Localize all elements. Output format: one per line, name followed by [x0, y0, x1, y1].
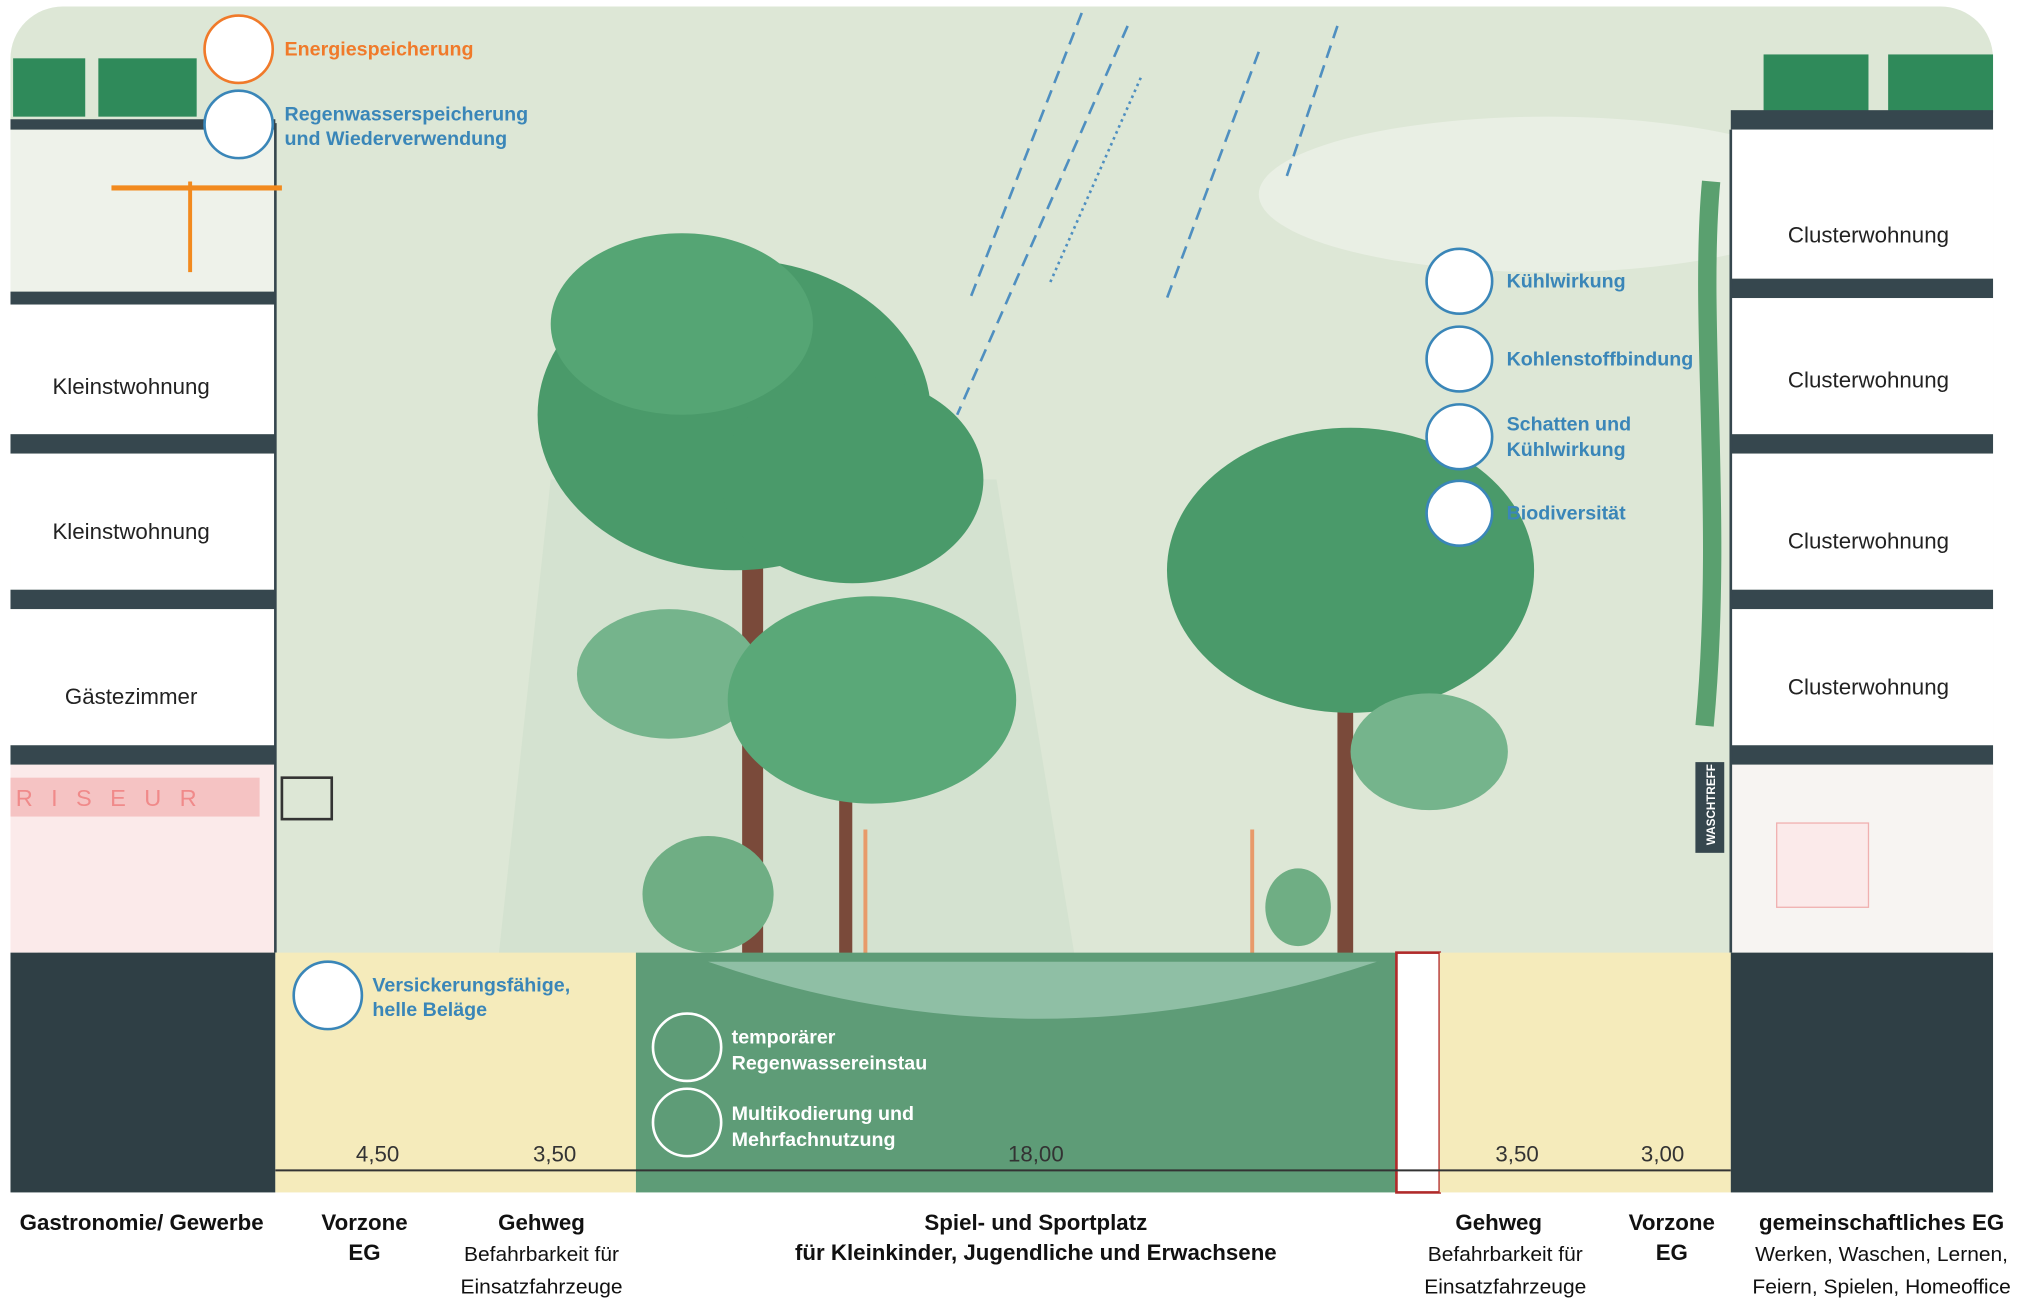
benefit-label: Regenwasserspeicherung	[285, 104, 529, 126]
zone-text: Einsatzfahrzeuge	[461, 1276, 623, 1299]
benefit-label: Kühlwirkung	[1507, 439, 1626, 461]
zone-title: Gehweg	[498, 1210, 585, 1235]
dimension: 18,00	[1008, 1141, 1064, 1166]
benefit-label: und Wiederverwendung	[285, 128, 508, 150]
zone-title: Vorzone	[321, 1210, 407, 1235]
zone-title: Vorzone	[1629, 1210, 1715, 1235]
laundry-sign: WASCHTREFF	[1705, 764, 1718, 845]
zone-text: Befahrbarkeit für	[464, 1243, 619, 1266]
dimension: 4,50	[356, 1141, 399, 1166]
page: {"benefits_top": [["Energiespeicherung"]…	[0, 0, 2035, 1300]
zone-text: Feiern, Spielen, Homeoffice	[1752, 1276, 2010, 1299]
zone-text: Werken, Waschen, Lernen,	[1755, 1243, 2008, 1266]
ground-label: temporärer	[732, 1026, 836, 1048]
room-label: Clusterwohnung	[1788, 222, 1949, 247]
basement-right	[1731, 953, 1993, 1193]
benefit-label: Kohlenstoffbindung	[1507, 349, 1694, 371]
benefit-label: Energiespeicherung	[285, 39, 474, 61]
room-label: Gästezimmer	[65, 684, 198, 709]
street-section: Kleinstwohnung Kleinstwohnung Gästezimme…	[0, 0, 2035, 1300]
dimension: 3,00	[1641, 1141, 1684, 1166]
zone-title: für Kleinkinder, Jugendliche und Erwachs…	[795, 1240, 1277, 1265]
room-label: Clusterwohnung	[1788, 528, 1949, 553]
right-building	[1695, 54, 1993, 952]
body: Kleinstwohnung Kleinstwohnung Gästezimme…	[0, 0, 2035, 1300]
benefit-label: Schatten und	[1507, 413, 1632, 435]
room-label: Kleinstwohnung	[52, 519, 209, 544]
zone-text: Befahrbarkeit für	[1428, 1243, 1583, 1266]
room-label: Clusterwohnung	[1788, 675, 1949, 700]
zone-title: gemeinschaftliches EG	[1759, 1210, 2004, 1235]
zone-title: Gastronomie/ Gewerbe	[20, 1210, 264, 1235]
ground-label: Versickerungsfähige,	[372, 975, 570, 997]
ground-label: Regenwassereinstau	[732, 1052, 928, 1074]
zone-title: Gehweg	[1455, 1210, 1542, 1235]
shop-sign: RISEUR	[16, 785, 215, 811]
zone-title: EG	[1656, 1240, 1688, 1265]
ground-label: helle Beläge	[372, 999, 487, 1021]
dimension: 3,50	[1495, 1141, 1538, 1166]
ground-label: Mehrfachnutzung	[732, 1129, 896, 1151]
benefit-label: Kühlwirkung	[1507, 271, 1626, 293]
room-label: Kleinstwohnung	[52, 374, 209, 399]
curb	[1396, 953, 1439, 1193]
benefit-label: Biodiversität	[1507, 503, 1627, 525]
sidewalk-right	[1440, 953, 1731, 1193]
basement-left	[10, 953, 275, 1193]
zone-text: Einsatzfahrzeuge	[1424, 1276, 1586, 1299]
zone-title: Spiel- und Sportplatz	[924, 1210, 1147, 1235]
dimension: 3,50	[533, 1141, 576, 1166]
ground-label: Multikodierung und	[732, 1103, 914, 1125]
zone-title: EG	[348, 1240, 380, 1265]
room-label: Clusterwohnung	[1788, 368, 1949, 393]
